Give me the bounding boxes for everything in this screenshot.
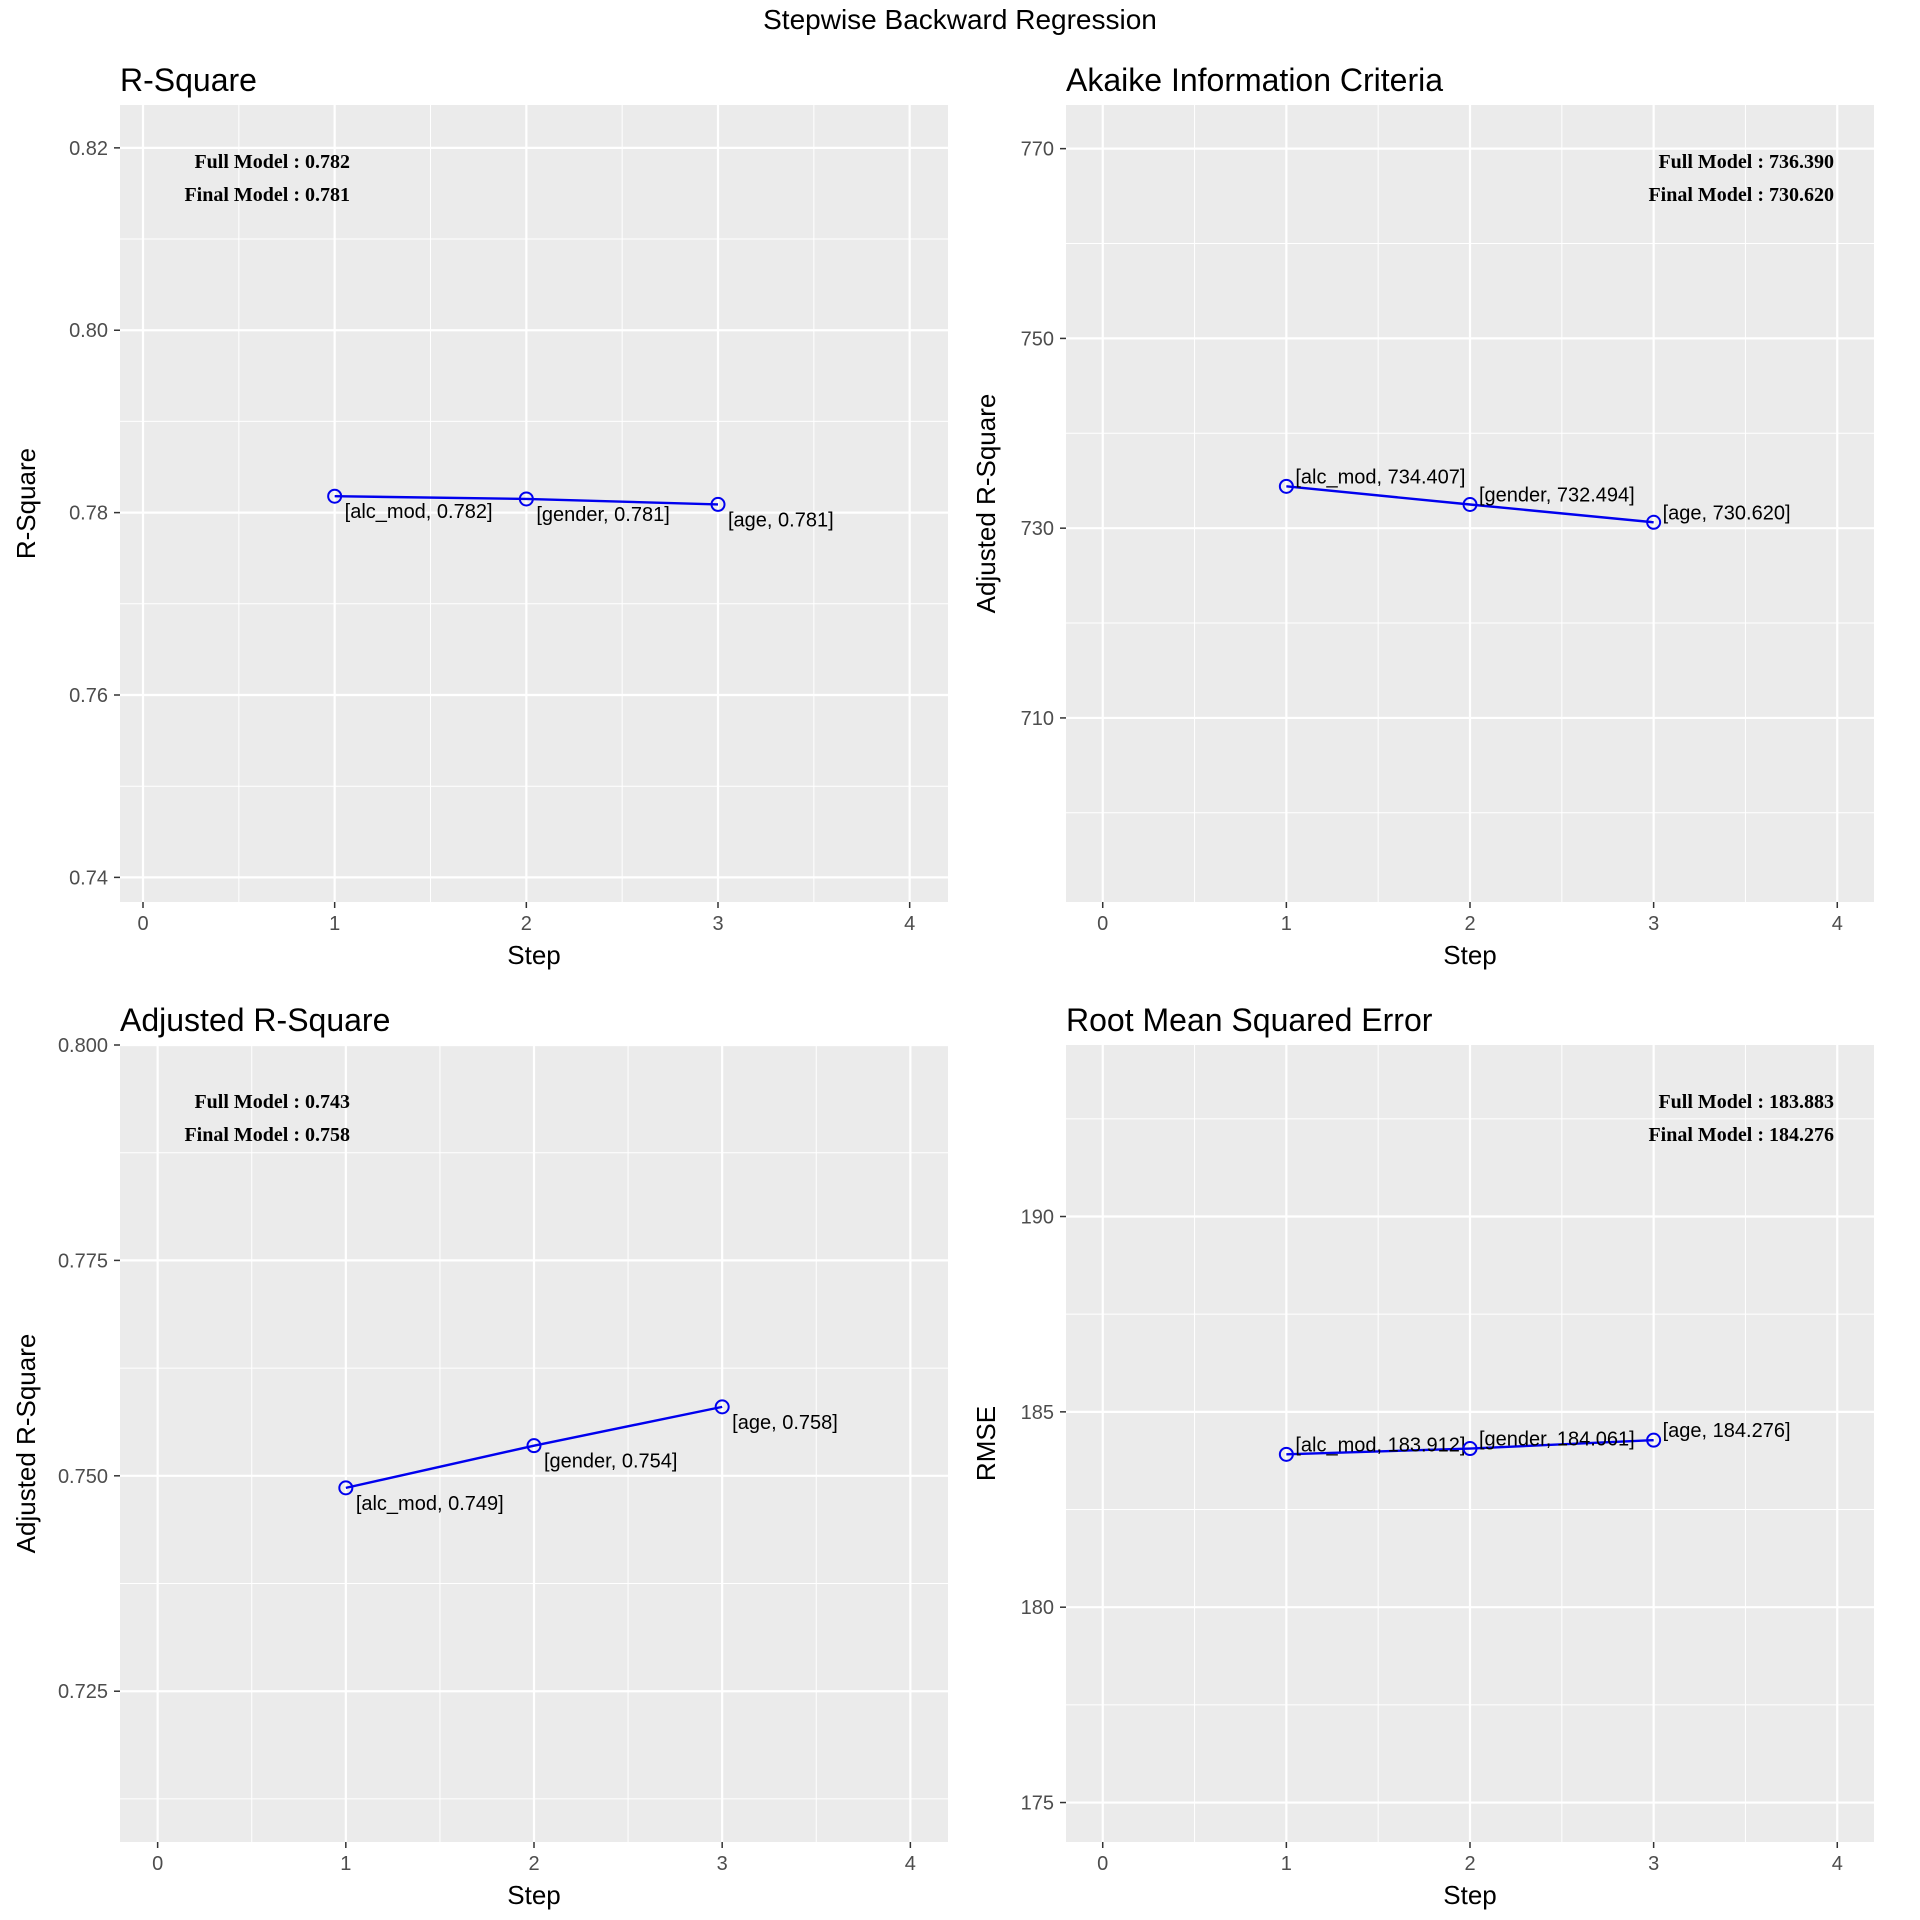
x-axis-label: Step xyxy=(1443,940,1497,970)
data-point xyxy=(1646,514,1662,530)
panel-title: Root Mean Squared Error xyxy=(1066,1002,1433,1038)
x-tick-label: 2 xyxy=(1464,1853,1475,1875)
data-point-label: [alc_mod, 0.782] xyxy=(345,501,493,523)
data-point xyxy=(714,1399,730,1415)
x-axis-label: Step xyxy=(1443,1880,1497,1910)
figure-title: Stepwise Backward Regression xyxy=(763,4,1157,35)
plot-background xyxy=(120,105,948,902)
data-point xyxy=(1278,478,1294,494)
data-point xyxy=(1278,1446,1294,1462)
series-line xyxy=(1286,485,1654,524)
y-tick-label: 0.74 xyxy=(69,867,108,889)
y-axis-label: Adjusted R-Square xyxy=(11,1334,41,1554)
panel-adjusted-r-square: Adjusted R-Square 0 1 2 3 4 0.725 0.750 0.775 0.8… xyxy=(0,990,960,1920)
data-point xyxy=(526,1438,542,1454)
y-tick-label: 750 xyxy=(1021,328,1054,350)
y-tick-label: 0.78 xyxy=(69,503,108,525)
x-axis-label: Step xyxy=(507,1880,561,1910)
y-axis-label: Adjusted R-Square xyxy=(971,394,1001,614)
annotation-text: Full Model : 183.883 xyxy=(1658,1091,1834,1113)
x-tick-label: 3 xyxy=(712,913,723,935)
y-axis-label: RMSE xyxy=(971,1406,1001,1481)
y-tick-label: 710 xyxy=(1021,708,1054,730)
data-point-label: [gender, 732.494] xyxy=(1479,485,1635,507)
data-point-label: [age, 730.620] xyxy=(1663,502,1791,524)
x-tick-label: 4 xyxy=(1832,913,1843,935)
data-point xyxy=(338,1480,354,1496)
y-tick-label: 0.800 xyxy=(58,1035,108,1057)
y-tick-label: 730 xyxy=(1021,518,1054,540)
y-tick-label: 0.750 xyxy=(58,1466,108,1488)
data-point xyxy=(1646,1432,1662,1448)
annotation-text: Full Model : 0.743 xyxy=(194,1091,350,1113)
data-point-label: [gender, 0.754] xyxy=(544,1451,677,1473)
x-tick-label: 1 xyxy=(340,1853,351,1875)
data-point xyxy=(710,496,726,512)
x-tick-label: 0 xyxy=(1097,913,1108,935)
panel-root-mean-squared-error: Root Mean Squared Error 0 1 2 3 4 175 180 185 190… xyxy=(960,990,1920,1920)
x-tick-label: 0 xyxy=(137,913,148,935)
data-point xyxy=(1462,497,1478,513)
y-tick-label: 770 xyxy=(1021,139,1054,161)
x-tick-label: 4 xyxy=(1832,1853,1843,1875)
chart-root-mean-squared-error: Root Mean Squared Error 0 1 2 3 4 175 180 185 190… xyxy=(971,1002,1874,1910)
x-tick-label: 2 xyxy=(1464,913,1475,935)
data-point-label: [age, 184.276] xyxy=(1663,1420,1791,1442)
series-line xyxy=(345,1405,723,1490)
y-axis-label: R-Square xyxy=(11,448,41,559)
data-point-label: [alc_mod, 183.912] xyxy=(1295,1434,1465,1456)
x-tick-label: 4 xyxy=(904,913,915,935)
y-tick-label: 0.76 xyxy=(69,685,108,707)
x-tick-label: 2 xyxy=(521,913,532,935)
chart-r-square: R-Square 0 1 2 3 4 0.74 0.76 0.78 0.80 0.82 Step R-S… xyxy=(11,62,948,970)
y-tick-label: 190 xyxy=(1021,1207,1054,1229)
data-point xyxy=(1462,1441,1478,1457)
y-tick-label: 175 xyxy=(1021,1793,1054,1815)
data-point-label: [age, 0.758] xyxy=(732,1412,838,1434)
x-tick-label: 0 xyxy=(1097,1853,1108,1875)
x-tick-label: 3 xyxy=(717,1853,728,1875)
data-point xyxy=(518,491,534,507)
chart-adjusted-r-square: Adjusted R-Square 0 1 2 3 4 0.725 0.750 0.775 0.8… xyxy=(11,1002,948,1910)
y-tick-label: 180 xyxy=(1021,1597,1054,1619)
y-tick-label: 0.775 xyxy=(58,1250,108,1272)
x-tick-label: 2 xyxy=(528,1853,539,1875)
panel-akaike-information-criteria: Akaike Information Criteria 0 1 2 3 4 710 730 75… xyxy=(960,50,1920,980)
x-axis-label: Step xyxy=(507,940,561,970)
annotation-text: Full Model : 0.782 xyxy=(194,151,350,173)
x-tick-label: 1 xyxy=(329,913,340,935)
annotation-text: Full Model : 736.390 xyxy=(1658,151,1834,173)
data-point-label: [gender, 184.061] xyxy=(1479,1429,1635,1451)
x-tick-label: 3 xyxy=(1648,1853,1659,1875)
data-point xyxy=(327,488,343,504)
annotation-text: Final Model : 0.781 xyxy=(184,184,350,206)
panel-title: Adjusted R-Square xyxy=(120,1002,390,1038)
y-tick-label: 0.82 xyxy=(69,138,108,160)
data-point-label: [alc_mod, 0.749] xyxy=(356,1493,504,1515)
data-point-label: [age, 0.781] xyxy=(728,509,834,531)
panel-title: Akaike Information Criteria xyxy=(1066,62,1443,98)
series-line xyxy=(1286,1438,1654,1456)
x-tick-label: 3 xyxy=(1648,913,1659,935)
x-tick-label: 1 xyxy=(1281,913,1292,935)
y-tick-label: 0.725 xyxy=(58,1681,108,1703)
y-tick-label: 0.80 xyxy=(69,320,108,342)
data-point-label: [alc_mod, 734.407] xyxy=(1295,466,1465,488)
x-tick-label: 0 xyxy=(152,1853,163,1875)
panel-r-square: R-Square 0 1 2 3 4 0.74 0.76 0.78 0.80 0.82 Step R-S… xyxy=(0,50,960,980)
y-tick-label: 185 xyxy=(1021,1402,1054,1424)
series-line xyxy=(334,495,719,506)
x-tick-label: 4 xyxy=(905,1853,916,1875)
chart-akaike-information-criteria: Akaike Information Criteria 0 1 2 3 4 710 730 75… xyxy=(971,62,1874,970)
data-point-label: [gender, 0.781] xyxy=(536,504,669,526)
annotation-text: Final Model : 730.620 xyxy=(1648,184,1834,206)
panel-title: R-Square xyxy=(120,62,257,98)
annotation-text: Final Model : 0.758 xyxy=(184,1124,350,1146)
x-tick-label: 1 xyxy=(1281,1853,1292,1875)
annotation-text: Final Model : 184.276 xyxy=(1648,1124,1834,1146)
